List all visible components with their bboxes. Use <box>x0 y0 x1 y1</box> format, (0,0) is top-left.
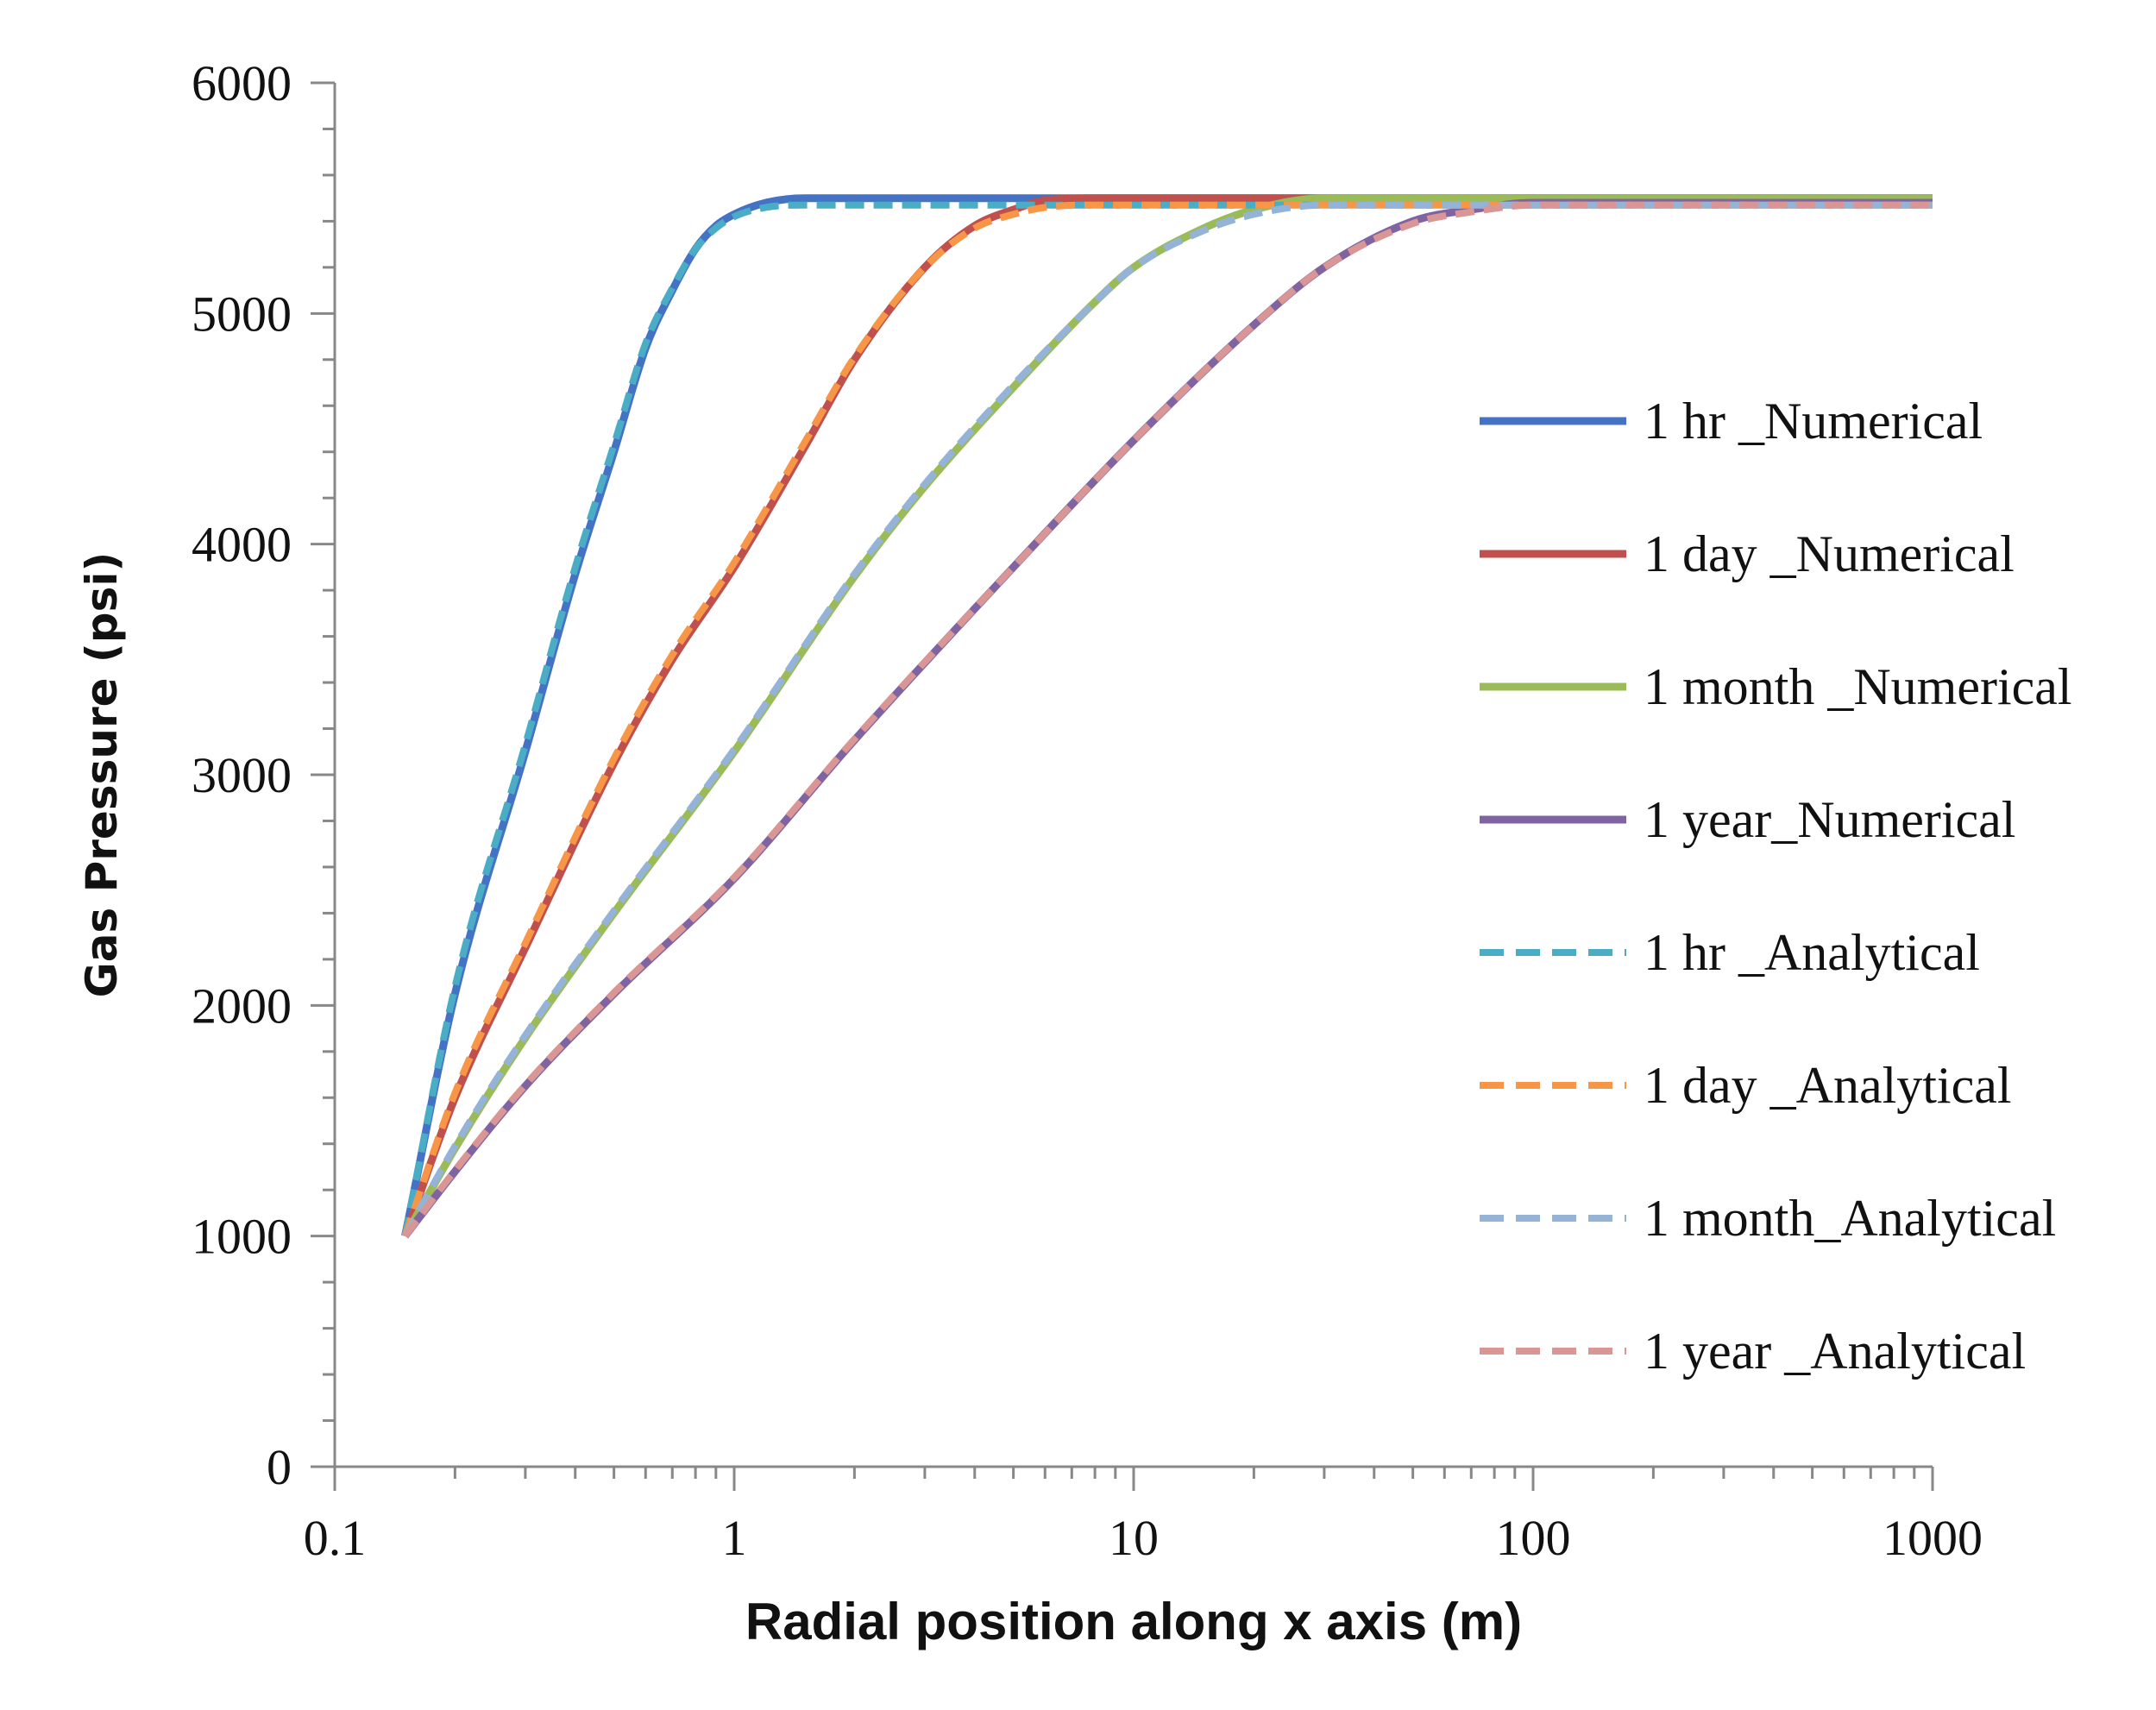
legend-label: 1 hr _Analytical <box>1644 924 1980 981</box>
y-tick-label: 4000 <box>192 517 292 573</box>
legend-item: 1 hr _Analytical <box>1480 924 1980 981</box>
x-tick-label: 1 <box>722 1510 747 1566</box>
x-tick-label: 10 <box>1109 1510 1159 1566</box>
legend-label: 1 month_Analytical <box>1644 1190 2056 1247</box>
y-axis-label: Gas Pressure (psi) <box>77 552 127 998</box>
y-tick-label: 5000 <box>192 286 292 342</box>
y-minor-ticks <box>311 81 335 1468</box>
series-line-8 <box>402 201 1933 1239</box>
legend-label: 1 month _Numerical <box>1644 658 2072 715</box>
y-tick-label: 1000 <box>192 1209 292 1265</box>
x-tick-label: 1000 <box>1883 1510 1983 1566</box>
y-tick-label: 0 <box>267 1439 292 1495</box>
x-tick-labels: 0.1 1 10 100 1000 <box>304 1510 1983 1566</box>
legend-label: 1 year _Analytical <box>1644 1323 2026 1380</box>
legend-label: 1 day _Analytical <box>1644 1057 2012 1114</box>
y-tick-label: 6000 <box>192 55 292 111</box>
legend-label: 1 year_Numerical <box>1644 791 2015 848</box>
y-tick-labels: 0 1000 2000 3000 4000 5000 6000 <box>192 55 292 1495</box>
x-tick-label: 0.1 <box>304 1510 367 1566</box>
y-tick-label: 2000 <box>192 978 292 1034</box>
axes-layer: 0 1000 2000 3000 4000 5000 6000 0.1 1 10 100 1000 <box>192 55 1983 1566</box>
x-minor-ticks <box>333 1467 1934 1491</box>
legend-label: 1 day _Numerical <box>1644 525 2015 582</box>
plot-series-layer <box>401 194 1933 1239</box>
legend-item: 1 year_Numerical <box>1480 791 2015 848</box>
legend-item: 1 year _Analytical <box>1480 1323 2026 1380</box>
legend-item: 1 month_Analytical <box>1480 1190 2056 1247</box>
x-axis-label: Radial position along x axis (m) <box>745 1593 1522 1650</box>
series-line-5 <box>401 201 1933 1237</box>
y-tick-label: 3000 <box>192 747 292 803</box>
legend-item: 1 hr _Numerical <box>1480 393 1983 450</box>
legend-item: 1 day _Analytical <box>1480 1057 2012 1114</box>
legend: 1 hr _Numerical 1 day _Numerical 1 month _… <box>1480 393 2072 1380</box>
series-line-7 <box>402 201 1933 1238</box>
x-tick-label: 100 <box>1496 1510 1571 1566</box>
legend-item: 1 day _Numerical <box>1480 525 2015 582</box>
legend-item: 1 month _Numerical <box>1480 658 2072 715</box>
legend-label: 1 hr _Numerical <box>1644 393 1983 450</box>
